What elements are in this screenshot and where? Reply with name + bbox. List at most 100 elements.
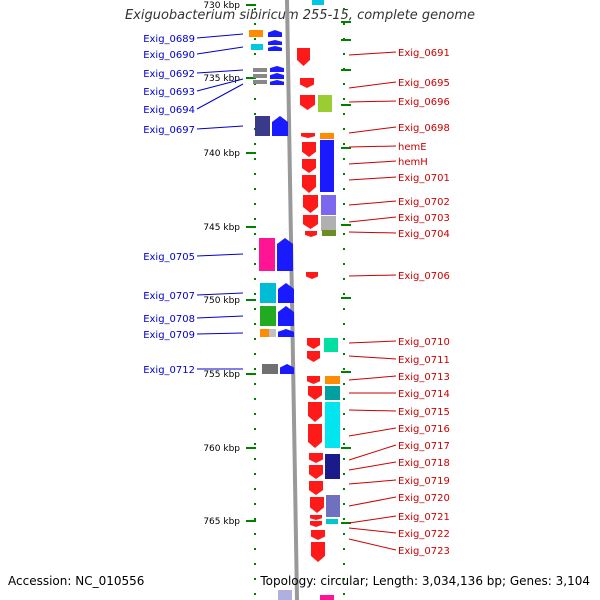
tick-mark (343, 53, 345, 55)
leader-line-right (348, 461, 397, 471)
forward-gene-arrow (270, 66, 284, 72)
tick-mark (254, 218, 256, 220)
reverse-gene-arrow (308, 402, 322, 422)
leader-line-left (196, 292, 244, 296)
gene-box (255, 116, 270, 136)
gene-label-left: Exig_0712 (143, 365, 195, 376)
gene-label-right: Exig_0711 (398, 355, 450, 366)
tick-mark (343, 428, 345, 430)
tick-mark (254, 368, 256, 370)
tick-mark (343, 188, 345, 190)
gene-box (260, 306, 276, 326)
tick-mark (254, 248, 256, 250)
gene-box (325, 454, 340, 479)
forward-gene-arrow (278, 283, 294, 303)
gene-label-right: Exig_0710 (398, 337, 450, 348)
leader-line-right (348, 375, 397, 381)
reverse-gene-arrow (308, 386, 322, 400)
reverse-gene-arrow (309, 481, 323, 495)
reverse-gene-arrow (309, 465, 323, 479)
gene-box (260, 329, 269, 337)
gene-label-right: Exig_0718 (398, 458, 450, 469)
forward-gene-arrow (277, 238, 293, 271)
tick-mark (254, 353, 256, 355)
forward-gene-arrow (272, 116, 288, 136)
tick-mark (254, 188, 256, 190)
gene-label-right: Exig_0696 (398, 97, 450, 108)
scale-label: 735 kbp (203, 74, 240, 84)
reverse-gene-arrow (297, 48, 310, 66)
reverse-gene-arrow (301, 133, 315, 138)
tick-mark (254, 473, 256, 475)
tick-mark (254, 593, 256, 595)
gene-label-left: Exig_0694 (143, 105, 195, 116)
gene-label-left: Exig_0693 (143, 87, 195, 98)
reverse-gene-arrow (303, 195, 318, 213)
leader-line-right (348, 444, 397, 461)
gene-label-right: Exig_0704 (398, 229, 450, 240)
reverse-gene-arrow (310, 521, 322, 527)
gene-label-right: Exig_0715 (398, 407, 450, 418)
gene-box (260, 283, 276, 303)
forward-gene-arrow (270, 73, 284, 79)
scale-label: 760 kbp (203, 444, 240, 454)
leader-line-right (348, 200, 397, 206)
map-title: Exiguobacterium sibiricum 255-15, comple… (124, 8, 476, 23)
tick-mark (343, 473, 345, 475)
gene-box (253, 74, 267, 78)
gene-label-right: Exig_0721 (398, 512, 450, 523)
gene-label-right: Exig_0717 (398, 441, 450, 452)
tick-mark (343, 248, 345, 250)
gene-box (325, 402, 340, 448)
leader-line-right (348, 126, 397, 134)
tick-mark (254, 548, 256, 550)
tick-mark (343, 413, 345, 415)
tick-mark (254, 563, 256, 565)
reverse-gene-arrow (302, 175, 316, 193)
gene-box (253, 68, 267, 72)
tick-mark (343, 293, 345, 295)
gene-label-right: Exig_0719 (398, 476, 450, 487)
tick-mark (254, 533, 256, 535)
forward-gene-arrow (280, 364, 294, 374)
tick-mark (343, 548, 345, 550)
reverse-gene-arrow (311, 542, 325, 562)
leader-line-right (348, 340, 397, 344)
tick-mark (343, 533, 345, 535)
tick-mark (254, 443, 256, 445)
reverse-gene-arrow (309, 453, 323, 463)
tick-mark (254, 278, 256, 280)
gene-box (322, 230, 336, 236)
tick-mark (343, 263, 345, 265)
leader-line-right (348, 51, 397, 56)
leader-line-right (348, 145, 397, 148)
gene-box (318, 95, 332, 112)
tick-mark (254, 293, 256, 295)
gene-label-right: Exig_0713 (398, 372, 450, 383)
forward-gene-arrow (268, 40, 282, 45)
tick-mark (254, 8, 256, 10)
gene-label-left: Exig_0708 (143, 314, 195, 325)
scale-label: 765 kbp (203, 517, 240, 527)
tick-mark (254, 413, 256, 415)
forward-gene-arrow (268, 30, 282, 37)
leader-line-left (196, 78, 244, 92)
leader-line-left (196, 46, 244, 55)
gene-box (259, 238, 275, 271)
gene-box (321, 195, 336, 215)
gene-label-left: Exig_0697 (143, 125, 195, 136)
gene-box (269, 329, 276, 337)
gene-label-right: Exig_0703 (398, 213, 450, 224)
leader-line-right (348, 496, 397, 507)
tick-mark (254, 143, 256, 145)
gene-label-left: Exig_0707 (143, 291, 195, 302)
tick-mark (254, 38, 256, 40)
tick-mark (254, 23, 256, 25)
tick-mark (343, 518, 345, 520)
tick-mark (343, 173, 345, 175)
reverse-gene-arrow (311, 530, 325, 540)
scale-label: 745 kbp (203, 223, 240, 233)
reverse-gene-arrow (303, 215, 318, 229)
tick-mark (343, 503, 345, 505)
